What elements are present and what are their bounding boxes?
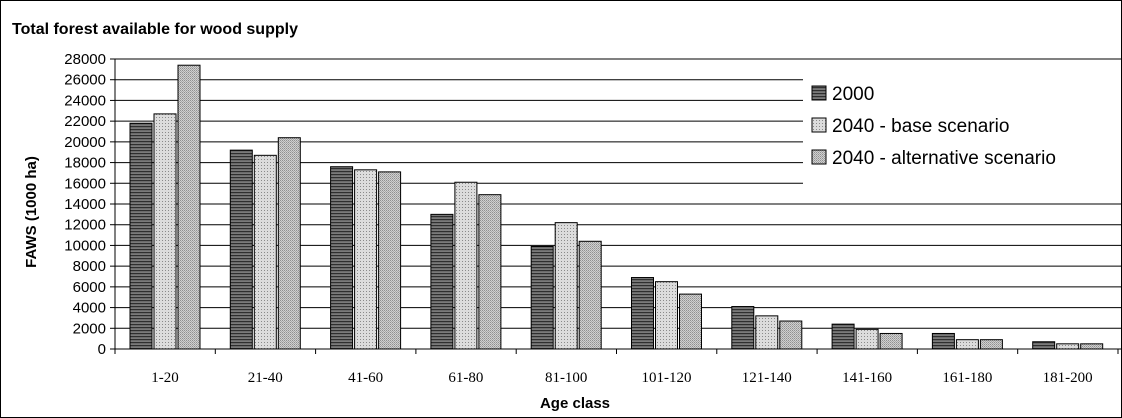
y-tick-label: 4000 [73,300,106,317]
x-tick-label: 181-200 [1043,370,1093,386]
y-tick-label: 18000 [64,155,106,172]
bar-2040-base [955,339,979,350]
bar-2040-base [755,315,779,350]
y-tick-label: 8000 [73,258,106,275]
bar-2040-base [153,113,177,350]
y-tick-label: 16000 [64,175,106,192]
legend-label: 2040 - base scenario [832,116,1009,137]
y-tick-label: 0 [98,341,106,358]
x-tick-label: 81-100 [545,370,588,386]
y-tick-label: 28000 [64,51,106,68]
bar-2040-alternative [979,339,1003,350]
chart-title: Total forest available for wood supply [12,21,298,38]
bar-2040-alternative [879,332,903,350]
bar-2040-alternative [177,64,201,350]
x-tick-label: 101-120 [641,370,691,386]
bar-2000 [831,323,855,350]
y-tick-label: 2000 [73,320,106,337]
bar-2000 [1032,341,1056,350]
legend-label: 2000 [832,84,874,105]
bar-2040-base [855,328,879,350]
bar-2000 [931,332,955,350]
bar-2040-base [554,222,578,350]
bar-2040-base [354,169,378,350]
bar-2000 [530,245,554,350]
x-tick-label: 141-160 [842,370,892,386]
y-axis-label: FAWS (1000 ha) [23,156,40,268]
bar-2040-base [654,281,678,350]
legend-background [803,77,1121,202]
x-tick-label: 1-20 [151,370,179,386]
legend-swatch [811,85,827,101]
bar-2040-base [1056,343,1080,350]
y-tick-label: 14000 [64,196,106,213]
bar-2040-base [454,181,478,350]
bars [129,64,1104,350]
y-tick-label: 10000 [64,237,106,254]
bar-2040-alternative [779,320,803,350]
y-tick-label: 26000 [64,72,106,89]
y-tick-label: 20000 [64,134,106,151]
legend-label: 2040 - alternative scenario [832,148,1056,169]
y-tick-label: 12000 [64,217,106,234]
x-axis-label: Age class [540,395,610,412]
bar-2000 [330,166,354,350]
bar-2040-alternative [478,194,502,350]
axes [114,59,1121,354]
bar-2000 [430,213,454,350]
bar-2040-alternative [277,137,301,350]
bar-2000 [229,149,253,350]
bar-2040-alternative [1080,343,1104,350]
bar-2040-alternative [678,293,702,350]
x-tick-label: 121-140 [742,370,792,386]
y-tick-label: 22000 [64,113,106,130]
x-tick-labels: 1-20 21-40 41-60 61-80 81-100 101-120 121-140 1… [151,370,1093,386]
legend-swatch [811,149,827,165]
legend: 2000 2040 - base scenario 2040 - alternati… [803,77,1121,202]
legend-swatch [811,117,827,133]
bar-2000 [129,122,153,350]
bar-2000 [731,306,755,350]
y-tick-label: 24000 [64,92,106,109]
y-tick-labels: 0 2000 4000 6000 8000 10000 12000 14000 16000 180… [64,51,106,358]
x-tick-label: 61-80 [448,370,483,386]
bar-2040-alternative [378,171,402,350]
bar-2000 [630,277,654,350]
y-tick-label: 6000 [73,279,106,296]
x-tick-label: 21-40 [248,370,283,386]
bar-2040-alternative [578,240,602,350]
bar-2040-base [253,154,277,350]
x-tick-label: 161-180 [942,370,992,386]
x-tick-label: 41-60 [348,370,383,386]
